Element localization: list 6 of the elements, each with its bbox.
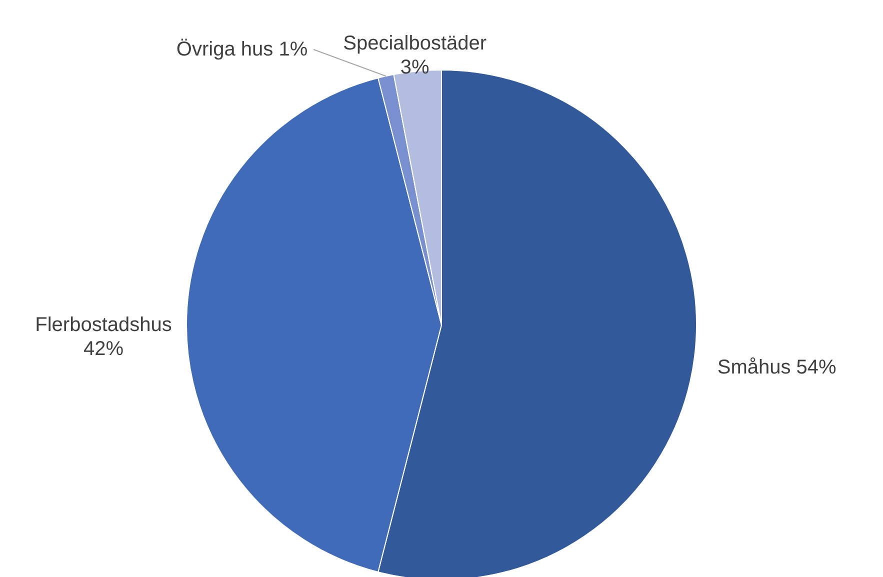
slice-label: Flerbostadshus [35,314,172,336]
slice-label: Övriga hus 1% [176,38,308,60]
slice-label: Specialbostäder [343,32,487,54]
data-label: 3% [400,56,430,78]
data-label: 42% [83,338,124,360]
slice-label: Småhus 54% [717,356,837,378]
